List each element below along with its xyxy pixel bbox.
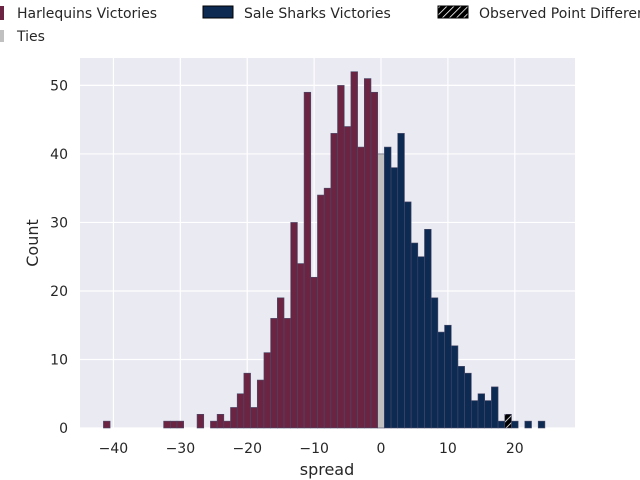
x-tick-label: −20: [232, 441, 262, 457]
y-tick-label: 50: [50, 78, 68, 94]
histogram-bar: [277, 297, 285, 429]
histogram-bar: [256, 379, 265, 429]
legend: Harlequins Victories Sale Sharks Victori…: [0, 5, 640, 45]
y-tick-label: 30: [50, 215, 68, 231]
y-tick-labels: 0 10 20 30 40 50: [50, 78, 68, 437]
histogram-bar: [250, 407, 258, 429]
histogram-bar: [430, 297, 439, 429]
histogram-bar: [450, 345, 459, 429]
histogram-bar: [297, 263, 305, 429]
x-tick-label: 20: [506, 441, 524, 457]
x-tick-label: 0: [377, 441, 386, 457]
histogram-bar: [464, 372, 472, 429]
legend-label-harlequins: Harlequins Victories: [17, 6, 157, 22]
histogram-bar: [357, 146, 365, 429]
histogram-bar: [363, 78, 372, 429]
histogram-bar: [537, 420, 546, 429]
legend-label-observed: Observed Point Difference: [479, 6, 640, 22]
histogram-bar: [223, 420, 231, 429]
histogram-bar: [310, 276, 318, 429]
histogram-bar: [210, 420, 218, 429]
x-tick-label: −40: [99, 441, 129, 457]
y-tick-label: 10: [50, 352, 68, 368]
histogram-bar: [497, 420, 506, 429]
x-axis-label: spread: [300, 460, 355, 479]
histogram-bar: [230, 407, 238, 429]
legend-swatch-observed: [437, 5, 469, 19]
histogram-bar: [384, 146, 392, 429]
legend-swatch-harlequins: [0, 6, 4, 20]
histogram-bar: [337, 85, 345, 429]
histogram-bar: [330, 133, 338, 429]
y-tick-label: 40: [50, 147, 68, 163]
histogram-bar: [397, 133, 405, 429]
histogram-bar: [196, 413, 205, 429]
x-tick-label: −30: [166, 441, 196, 457]
x-tick-labels: −40 −30 −20 −10 0 10 20: [99, 441, 524, 457]
histogram-bar: [236, 393, 245, 429]
histogram-bar: [303, 91, 312, 429]
y-axis-label: Count: [23, 219, 42, 267]
histogram-bar: [417, 256, 425, 429]
histogram-bar: [444, 324, 452, 429]
histogram-bar: [243, 372, 251, 429]
x-tick-label: −10: [299, 441, 329, 457]
histogram-bar: [491, 386, 499, 429]
histogram-bar: [457, 366, 465, 429]
histogram-bar: [170, 420, 178, 429]
histogram-bar: [163, 420, 171, 429]
histogram-bar: [270, 318, 278, 429]
histogram-bar: [471, 400, 479, 429]
histogram-bar: [377, 153, 385, 429]
legend-label-ties: Ties: [16, 29, 45, 45]
histogram-bar: [317, 194, 325, 429]
histogram-bar: [283, 318, 292, 429]
histogram-bar: [216, 413, 225, 429]
histogram-bar: [390, 167, 399, 429]
histogram-bar: [263, 352, 271, 429]
legend-label-sale-sharks: Sale Sharks Victories: [244, 6, 391, 22]
histogram-bar: [424, 228, 432, 429]
histogram-bar: [350, 71, 358, 429]
y-tick-label: 20: [50, 284, 68, 300]
bars: [103, 71, 546, 429]
histogram-bar: [323, 187, 332, 429]
histogram-bar: [511, 420, 519, 429]
histogram-bar: [437, 331, 445, 429]
histogram-bar: [484, 400, 492, 429]
legend-swatch-ties: [0, 30, 4, 42]
histogram-bar: [410, 242, 419, 429]
histogram-bar: [343, 126, 352, 429]
histogram-bar: [370, 91, 378, 429]
histogram-bar: [524, 420, 532, 429]
histogram-bar: [290, 222, 298, 429]
histogram-bar: [477, 393, 485, 429]
legend-swatch-sale-sharks: [202, 5, 234, 19]
y-tick-label: 0: [59, 421, 68, 437]
histogram-bar: [103, 420, 111, 429]
histogram-bar: [404, 201, 412, 429]
x-tick-label: 10: [439, 441, 457, 457]
histogram-bar: [504, 413, 512, 429]
histogram-bar: [176, 420, 184, 429]
